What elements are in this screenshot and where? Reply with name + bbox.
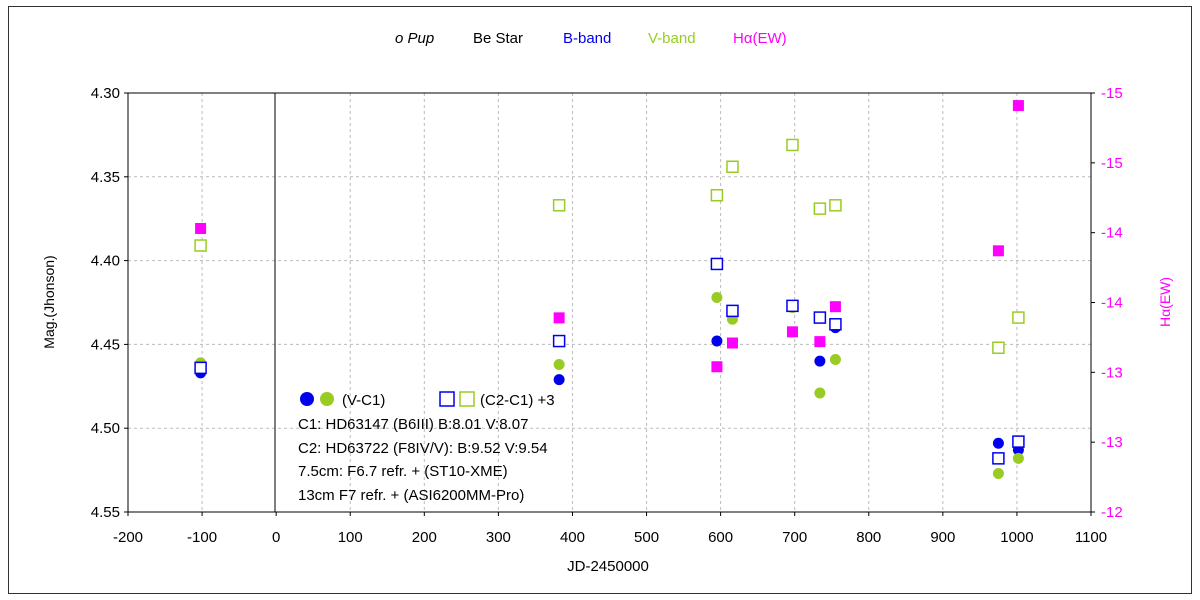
- point-b-c2-c1-3: [552, 334, 566, 348]
- title-v-band: V-band: [648, 30, 696, 47]
- point-b-c2-c1-3: [992, 452, 1005, 465]
- y-tick-label: 4.30: [91, 85, 120, 102]
- x-tick-label: 900: [930, 529, 955, 546]
- legend-instrument-1: 7.5cm: F6.7 refr. + (ST10-XME): [298, 463, 508, 480]
- plot-area-border: [127, 92, 1092, 513]
- point-b-v-c1: [553, 374, 565, 386]
- point-v-c2-c1-3: [813, 202, 827, 215]
- point-b-v-c1: [711, 335, 723, 347]
- title-ha: Hα(EW): [733, 30, 787, 47]
- y2-tick-label: -13: [1101, 434, 1123, 451]
- point-v-v-c1: [711, 291, 723, 303]
- x-tick-label: 200: [412, 529, 437, 546]
- point-v-v-c1: [553, 359, 565, 371]
- legend: (V-C1) (C2-C1) +3 C1: HD63147 (B6III) B:…: [298, 391, 555, 504]
- title-star: o Pup: [395, 30, 434, 47]
- point-h-ew: [829, 301, 841, 313]
- legend-label-vc1: (V-C1): [342, 392, 385, 409]
- legend-instrument-2: 13cm F7 refr. + (ASI6200MM-Pro): [298, 487, 524, 504]
- point-b-v-c1: [814, 355, 826, 367]
- point-v-c2-c1-3: [710, 188, 724, 202]
- x-tick-label: 1000: [1000, 529, 1033, 546]
- legend-label-c2c1: (C2-C1) +3: [480, 392, 555, 409]
- legend-c2-info: C2: HD63722 (F8IV/V): B:9.52 V:9.54: [298, 440, 548, 457]
- y-axis-label: Mag.(Jhonson): [41, 255, 57, 348]
- point-v-v-c1: [814, 387, 826, 399]
- point-b-c2-c1-3: [786, 299, 799, 313]
- x-tick-label: 1100: [1075, 529, 1107, 546]
- point-v-c2-c1-3: [992, 341, 1005, 355]
- x-tick-label: 700: [782, 529, 807, 546]
- point-h-ew: [711, 361, 723, 373]
- point-h-ew: [786, 326, 798, 338]
- y-tick-label: 4.50: [91, 420, 120, 437]
- legend-v-square: [459, 391, 475, 407]
- x-axis-label: JD-2450000: [567, 558, 649, 575]
- grid: [128, 93, 1091, 512]
- point-h-ew: [1012, 100, 1024, 112]
- point-b-c2-c1-3: [829, 318, 842, 331]
- y2-tick-label: -14: [1101, 225, 1123, 242]
- legend-b-circle: [300, 392, 314, 406]
- legend-v-circle: [320, 392, 334, 406]
- x-tick-label: 300: [486, 529, 511, 546]
- point-h-ew: [992, 245, 1004, 257]
- point-b-c2-c1-3: [710, 257, 724, 271]
- data-points: [194, 100, 1025, 479]
- y2-tick-label: -15: [1101, 85, 1123, 102]
- axis-ticks: -200 -100 0 100 200 300 400 500 600 700 800 900 1000…: [91, 85, 1123, 546]
- point-v-v-c1: [992, 467, 1004, 479]
- point-h-ew: [195, 222, 207, 234]
- y2-tick-label: -12: [1101, 504, 1123, 521]
- point-h-ew: [553, 312, 565, 324]
- legend-c1-info: C1: HD63147 (B6III) B:8.01 V:8.07: [298, 416, 528, 433]
- legend-b-square: [439, 391, 455, 407]
- x-tick-label: 500: [634, 529, 659, 546]
- point-b-v-c1: [992, 437, 1004, 449]
- y2-axis-label: Hα(EW): [1157, 277, 1173, 327]
- x-tick-label: 800: [856, 529, 881, 546]
- point-b-c2-c1-3: [1012, 435, 1025, 448]
- point-v-c2-c1-3: [194, 239, 207, 252]
- point-h-ew: [814, 336, 826, 348]
- x-tick-label: 100: [338, 529, 363, 546]
- x-tick-label: 600: [708, 529, 733, 546]
- point-b-c2-c1-3: [813, 311, 827, 324]
- point-v-c2-c1-3: [552, 199, 566, 212]
- point-v-c2-c1-3: [1012, 311, 1025, 324]
- chart-frame: [8, 6, 1192, 594]
- y-tick-label: 4.45: [91, 336, 120, 353]
- point-h-ew: [726, 337, 738, 349]
- point-v-c2-c1-3: [786, 138, 799, 152]
- y-tick-label: 4.40: [91, 253, 120, 270]
- y2-tick-label: -15: [1101, 155, 1123, 172]
- title-star-type: Be Star: [473, 30, 523, 47]
- point-b-c2-c1-3: [194, 361, 207, 375]
- title-b-band: B-band: [563, 30, 611, 47]
- y-tick-label: 4.35: [91, 169, 120, 186]
- x-tick-label: 0: [272, 529, 280, 546]
- point-b-c2-c1-3: [726, 304, 739, 318]
- y-tick-label: 4.55: [91, 504, 120, 521]
- x-tick-label: -100: [187, 529, 217, 546]
- y2-tick-label: -14: [1101, 295, 1123, 312]
- point-v-c2-c1-3: [726, 160, 739, 173]
- point-v-v-c1: [1012, 452, 1024, 464]
- point-v-c2-c1-3: [829, 199, 842, 212]
- point-v-v-c1: [829, 353, 841, 365]
- x-tick-label: -200: [113, 529, 143, 546]
- x-tick-label: 400: [560, 529, 585, 546]
- y2-tick-label: -13: [1101, 364, 1123, 381]
